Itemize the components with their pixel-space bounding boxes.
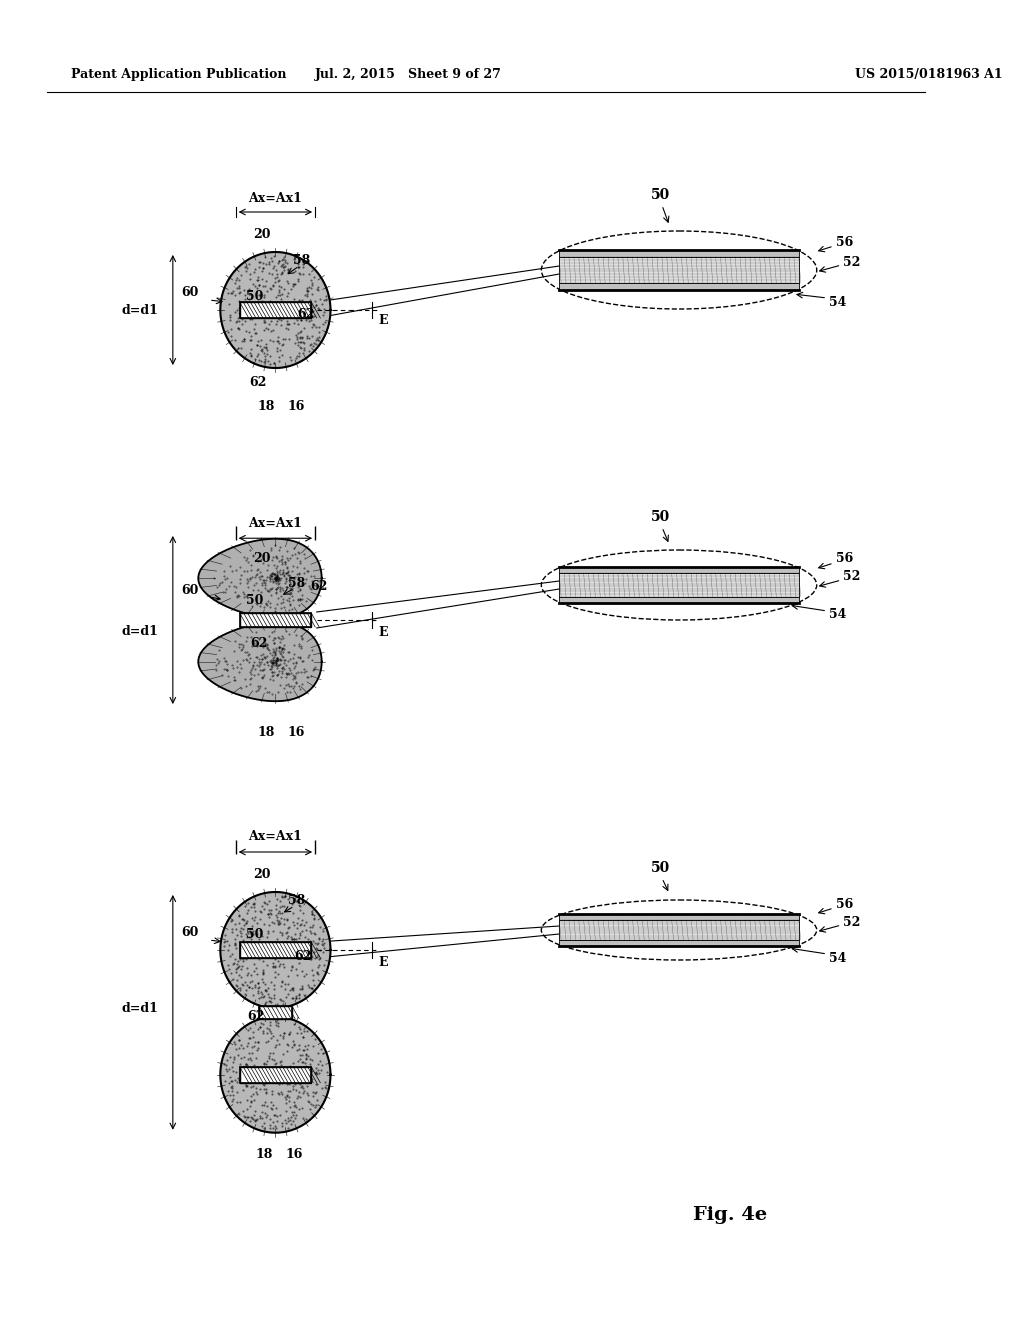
Polygon shape [199, 539, 322, 618]
Text: Patent Application Publication: Patent Application Publication [72, 69, 287, 81]
Text: 56: 56 [836, 553, 853, 565]
Text: 62: 62 [250, 636, 267, 649]
Text: d=d1: d=d1 [122, 304, 159, 317]
Polygon shape [240, 942, 311, 958]
Text: 58: 58 [288, 577, 305, 590]
Text: E: E [379, 314, 388, 326]
Polygon shape [220, 892, 331, 1008]
Text: 52: 52 [844, 256, 861, 268]
Text: 54: 54 [829, 952, 847, 965]
Text: Jul. 2, 2015   Sheet 9 of 27: Jul. 2, 2015 Sheet 9 of 27 [315, 69, 502, 81]
Polygon shape [559, 920, 799, 940]
Polygon shape [559, 282, 799, 290]
Text: d=d1: d=d1 [122, 1002, 159, 1015]
Polygon shape [559, 915, 799, 920]
Text: 50: 50 [650, 861, 670, 875]
Polygon shape [559, 249, 799, 257]
Text: Ax=Ax1: Ax=Ax1 [249, 516, 302, 529]
Text: 54: 54 [829, 609, 847, 622]
Polygon shape [240, 612, 311, 627]
Text: 20: 20 [253, 552, 271, 565]
Text: 62: 62 [297, 308, 314, 321]
Text: 60: 60 [181, 285, 199, 298]
Text: 50: 50 [650, 510, 670, 524]
Text: 54: 54 [829, 296, 847, 309]
Text: E: E [379, 626, 388, 639]
Polygon shape [259, 1006, 292, 1019]
Text: 18: 18 [257, 726, 274, 738]
Polygon shape [559, 597, 799, 603]
Text: 60: 60 [181, 925, 199, 939]
Text: Fig. 4e: Fig. 4e [693, 1206, 767, 1224]
Text: 62: 62 [310, 579, 328, 593]
Text: 60: 60 [181, 585, 199, 598]
Text: 62: 62 [248, 1010, 265, 1023]
Text: 52: 52 [844, 570, 861, 583]
Polygon shape [220, 1016, 331, 1133]
Text: 52: 52 [844, 916, 861, 928]
Text: 50: 50 [246, 289, 263, 302]
Text: E: E [379, 956, 388, 969]
Polygon shape [559, 257, 799, 282]
Text: 18: 18 [257, 400, 274, 412]
Text: 20: 20 [253, 227, 271, 240]
Text: 18: 18 [255, 1148, 272, 1162]
Text: 50: 50 [246, 928, 263, 940]
Text: d=d1: d=d1 [122, 626, 159, 638]
Text: 50: 50 [650, 187, 670, 202]
Text: Ax=Ax1: Ax=Ax1 [249, 191, 302, 205]
Text: 62: 62 [294, 949, 311, 962]
Text: 16: 16 [286, 1148, 303, 1162]
Text: 16: 16 [288, 726, 305, 738]
Text: 16: 16 [288, 400, 305, 412]
Text: Ax=Ax1: Ax=Ax1 [249, 830, 302, 843]
Text: 56: 56 [836, 898, 853, 911]
Text: US 2015/0181963 A1: US 2015/0181963 A1 [855, 69, 1002, 81]
Polygon shape [240, 1067, 311, 1082]
Polygon shape [559, 940, 799, 945]
Polygon shape [220, 252, 331, 368]
Text: 62: 62 [250, 375, 267, 388]
Polygon shape [240, 302, 311, 318]
Polygon shape [559, 573, 799, 597]
Text: 50: 50 [246, 594, 263, 606]
Polygon shape [199, 622, 322, 701]
Text: 58: 58 [288, 894, 305, 907]
Text: 56: 56 [836, 235, 853, 248]
Text: 58: 58 [293, 253, 310, 267]
Text: 20: 20 [253, 867, 271, 880]
Polygon shape [559, 566, 799, 573]
